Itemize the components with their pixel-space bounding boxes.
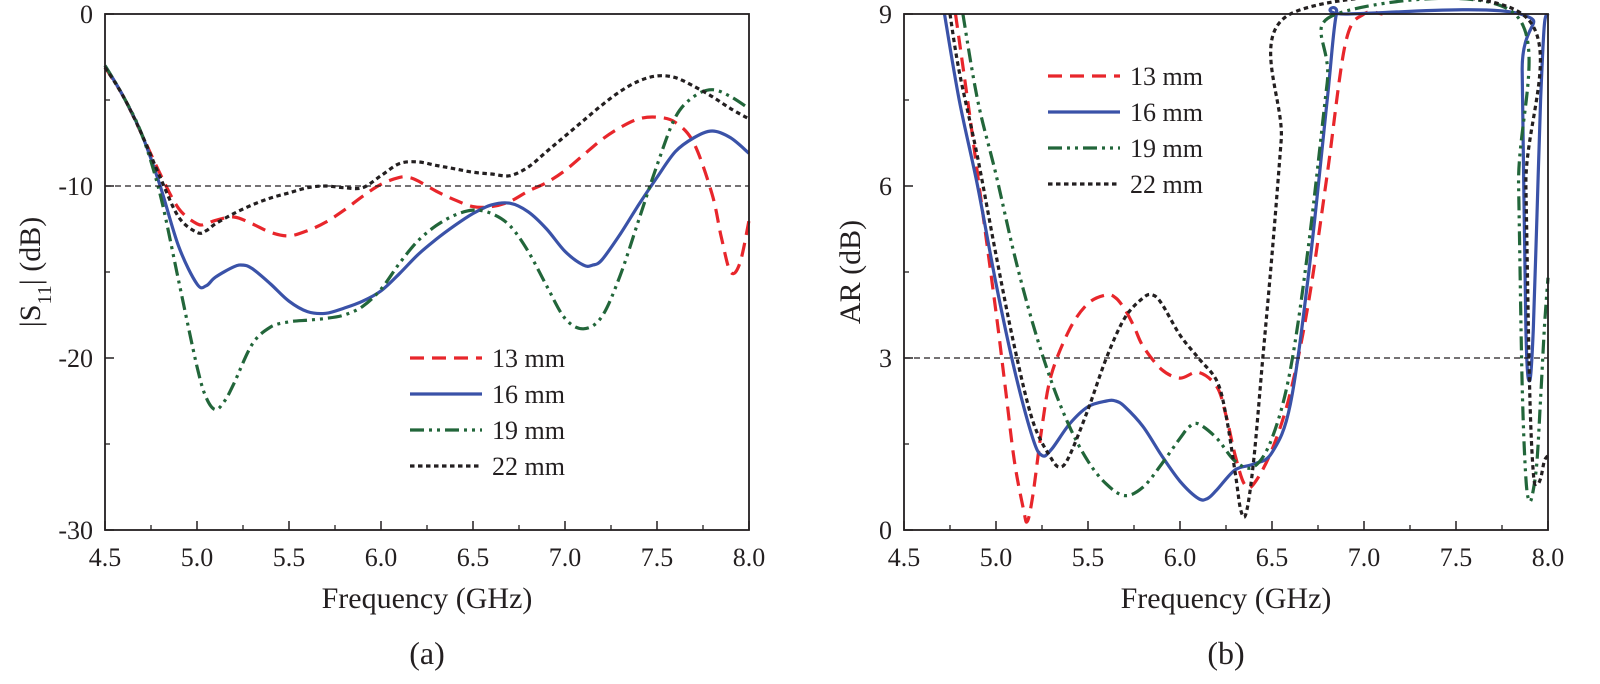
panel-a-y-tick-label: 0 [80,0,93,29]
panel-a-legend-label-13-mm: 13 mm [492,344,565,373]
panel-a-y-tick-label: -10 [58,172,93,201]
panel-b-legend-label-22-mm: 22 mm [1130,170,1203,199]
panel-b-y-tick-label: 6 [879,172,892,201]
panel-a-series-layer [103,64,751,412]
panel-b-legend-label-13-mm: 13 mm [1130,62,1203,91]
panel-b-ticks: 4.5 5.0 5.5 6.0 6.5 7.0 7.5 8.0 0 3 6 9 [879,0,1564,572]
panel-a-legend-label-19-mm: 19 mm [492,416,565,445]
panel-a-s11-chart: 4.5 5.0 5.5 6.0 6.5 7.0 7.5 8.0 0 -10 -20 -30 Frequ… [14,0,765,671]
panel-b-x-tick-label: 7.5 [1440,543,1473,572]
panel-b-series-16-mm [942,6,1550,502]
panel-b-x-tick-label: 4.5 [888,543,921,572]
panel-b-ar-chart: 4.5 5.0 5.5 6.0 6.5 7.0 7.5 8.0 0 3 6 9 Frequency (… [834,0,1564,671]
panel-b-series-22-mm [948,0,1550,519]
panel-b-y-tick-label: 3 [879,344,892,373]
panel-a-legend-label-16-mm: 16 mm [492,380,565,409]
panel-b-x-axis-label: Frequency (GHz) [1121,582,1332,615]
panel-a-series-19-mm [103,64,750,412]
panel-b-legend: 13 mm 16 mm 19 mm 22 mm [1048,62,1203,199]
panel-a-x-tick-label: 5.5 [273,543,306,572]
panel-a-series-22-mm [103,66,750,235]
panel-b-x-tick-label: 7.0 [1348,543,1381,572]
panel-a-plot-frame [104,13,750,531]
panel-a-x-tick-label: 8.0 [733,543,766,572]
panel-b-x-tick-label: 6.5 [1256,543,1289,572]
panel-a-x-tick-label: 7.5 [641,543,674,572]
panel-a-caption-label: (a) [409,635,445,671]
panel-b-y-tick-label: 9 [879,0,892,29]
panel-a-x-tick-label: 6.5 [457,543,490,572]
panel-b-y-tick-label: 0 [879,516,892,545]
panel-a-y-axis-label-sub: 11 [34,285,56,304]
panel-b-x-tick-label: 6.0 [1164,543,1197,572]
panel-b-legend-label-16-mm: 16 mm [1130,98,1203,127]
panel-b-caption-label: (b) [1207,635,1244,671]
panel-a-x-tick-label: 6.0 [365,543,398,572]
panel-a-y-tick-label: -30 [58,516,93,545]
panel-b-x-tick-label: 8.0 [1532,543,1565,572]
panel-b-x-tick-label: 5.0 [980,543,1013,572]
panel-a-series-16-mm [103,64,751,316]
panel-a-y-axis-label: |S11| (dB) [14,217,56,327]
panel-a-legend: 13 mm 16 mm 19 mm 22 mm [410,344,565,481]
panel-b-series-layer [942,0,1550,524]
panel-a-y-tick-label: -20 [58,344,93,373]
panel-a-series-13-mm [103,66,751,276]
panel-a-x-tick-label: 4.5 [89,543,122,572]
panel-a-y-axis-label-rest: | (dB) [14,217,47,286]
panel-a-ticks: 4.5 5.0 5.5 6.0 6.5 7.0 7.5 8.0 0 -10 -20 -30 [58,0,765,572]
panel-b-y-axis-label: AR (dB) [834,220,867,324]
panel-b-x-tick-label: 5.5 [1072,543,1105,572]
panel-a-x-axis-label: Frequency (GHz) [322,582,533,615]
panel-b-series-19-mm [961,0,1550,504]
panel-a-x-tick-label: 7.0 [549,543,582,572]
panel-b-legend-label-19-mm: 19 mm [1130,134,1203,163]
panel-a-y-axis-label-base: |S [14,305,47,328]
panel-a-legend-label-22-mm: 22 mm [492,452,565,481]
panel-a-x-tick-label: 5.0 [181,543,214,572]
